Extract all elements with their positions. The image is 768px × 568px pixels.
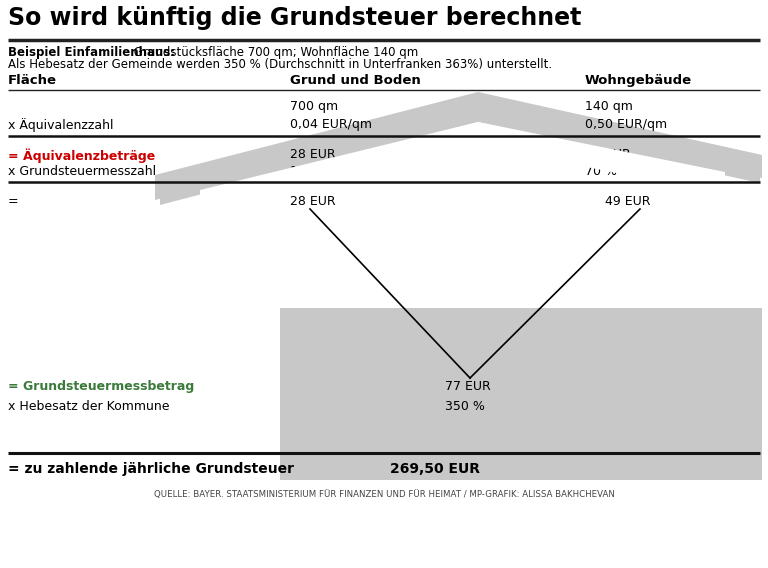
- Text: 350 %: 350 %: [445, 400, 485, 413]
- Text: 0,04 EUR/qm: 0,04 EUR/qm: [290, 118, 372, 131]
- Text: 70 EUR: 70 EUR: [585, 148, 631, 161]
- Text: Fläche: Fläche: [8, 74, 57, 87]
- Text: 49 EUR: 49 EUR: [605, 195, 650, 208]
- Text: Grundstücksfläche 700 qm; Wohnfläche 140 qm: Grundstücksfläche 700 qm; Wohnfläche 140…: [130, 46, 419, 59]
- Text: = Äquivalenzbeträge: = Äquivalenzbeträge: [8, 148, 155, 162]
- Text: 140 qm: 140 qm: [585, 100, 633, 113]
- Text: =: =: [8, 195, 18, 208]
- Text: = Grundsteuermessbetrag: = Grundsteuermessbetrag: [8, 380, 194, 393]
- Text: x Hebesatz der Kommune: x Hebesatz der Kommune: [8, 400, 170, 413]
- Text: x Äquivalenzzahl: x Äquivalenzzahl: [8, 118, 114, 132]
- Text: x Grundsteuermesszahl: x Grundsteuermesszahl: [8, 165, 156, 178]
- Text: So wird künftig die Grundsteuer berechnet: So wird künftig die Grundsteuer berechne…: [8, 6, 581, 30]
- Text: 700 qm: 700 qm: [290, 100, 338, 113]
- Text: 28 EUR: 28 EUR: [290, 195, 336, 208]
- Text: QUELLE: BAYER. STAATSMINISTERIUM FÜR FINANZEN UND FÜR HEIMAT / MP-GRAFIK: ALISSA: QUELLE: BAYER. STAATSMINISTERIUM FÜR FIN…: [154, 490, 614, 499]
- Text: 28 EUR: 28 EUR: [290, 148, 336, 161]
- Text: Wohngebäude: Wohngebäude: [585, 74, 692, 87]
- Bar: [280, 308, 762, 480]
- Text: Als Hebesatz der Gemeinde werden 350 % (Durchschnitt in Unterfranken 363%) unter: Als Hebesatz der Gemeinde werden 350 % (…: [8, 58, 552, 71]
- Text: Grund und Boden: Grund und Boden: [290, 74, 421, 87]
- Polygon shape: [155, 92, 762, 200]
- Polygon shape: [200, 122, 725, 213]
- Text: 70 %: 70 %: [585, 165, 617, 178]
- Text: = zu zahlende jährliche Grundsteuer: = zu zahlende jährliche Grundsteuer: [8, 462, 294, 476]
- Text: Beispiel Einfamilienhaus:: Beispiel Einfamilienhaus:: [8, 46, 175, 59]
- Text: 0,50 EUR/qm: 0,50 EUR/qm: [585, 118, 667, 131]
- Polygon shape: [160, 93, 760, 205]
- Text: 100 %: 100 %: [290, 165, 330, 178]
- Text: 269,50 EUR: 269,50 EUR: [390, 462, 480, 476]
- Text: 77 EUR: 77 EUR: [445, 380, 491, 393]
